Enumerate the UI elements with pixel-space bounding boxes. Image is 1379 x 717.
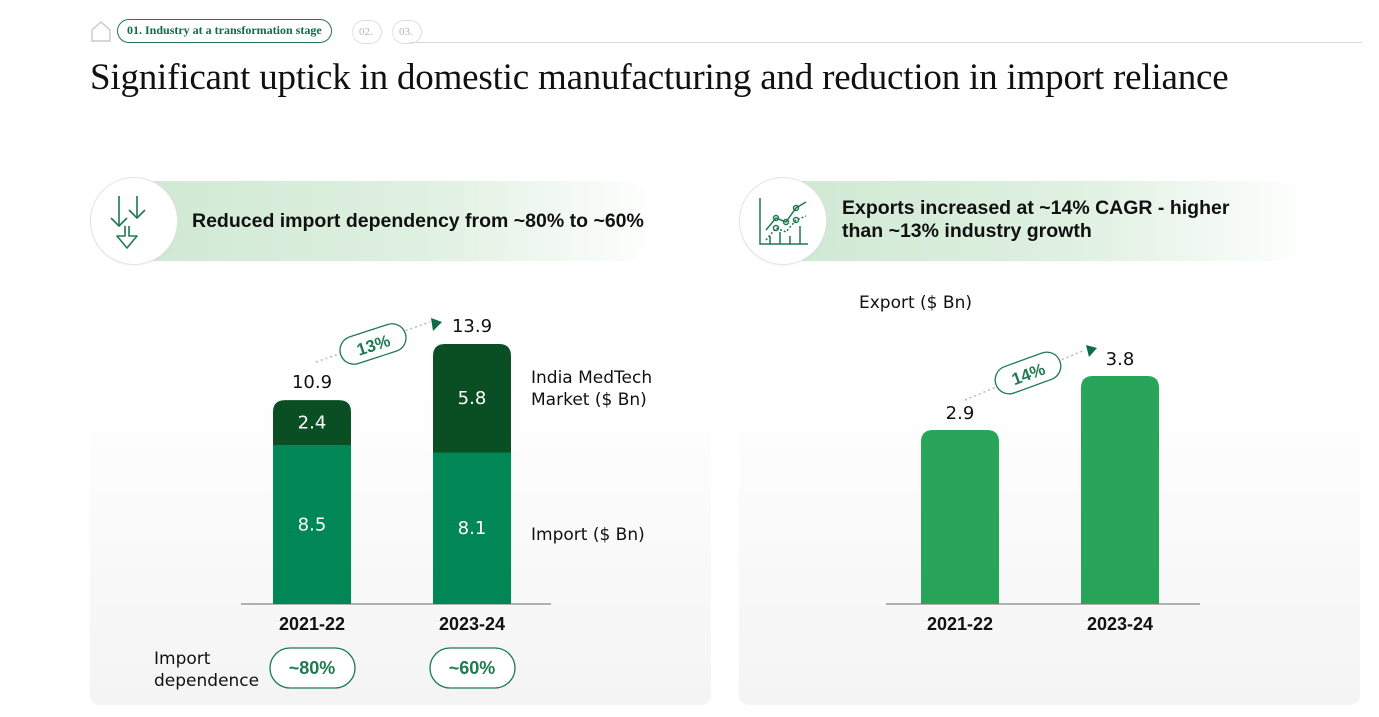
category-2023-24: 2023-24 [439, 614, 505, 634]
value-2023-24-import: 8.1 [458, 518, 487, 539]
import-chart: 8.5 2.4 8.1 5.8 10.9 13.9 2021-22 2023-2… [154, 316, 652, 691]
import-banner [130, 181, 660, 261]
bar-2021-22-domestic [273, 400, 351, 446]
export-cagr-pill: 14% [994, 351, 1062, 395]
breadcrumb-rule [410, 42, 1362, 43]
breadcrumb: 01. Industry at a transformation stage 0… [90, 19, 1362, 45]
export-bar-2021-22 [921, 430, 999, 604]
export-value-2021-22: 2.9 [946, 403, 975, 424]
cagr-pill: 13% [339, 323, 407, 365]
bar-2021-22-import [273, 445, 351, 604]
dependence-2023-24: ~60% [449, 658, 496, 678]
cagr-arrow-icon [431, 318, 442, 331]
import-dependence-label-line1: Import [154, 649, 211, 669]
breadcrumb-step-3[interactable]: 03. [392, 20, 422, 44]
down-arrows-icon [110, 196, 146, 249]
value-2023-24-domestic: 5.8 [458, 388, 487, 409]
bar-2023-24-domestic [433, 344, 511, 453]
home-icon[interactable] [90, 19, 112, 43]
export-category-2021-22: 2021-22 [927, 614, 993, 634]
import-dependence-label-line2: dependence [154, 671, 259, 691]
export-axis-title: Export ($ Bn) [859, 293, 972, 313]
import-badge [90, 177, 178, 265]
legend-market-line2: Market ($ Bn) [531, 390, 647, 410]
category-2021-22: 2021-22 [279, 614, 345, 634]
total-2021-22: 10.9 [292, 372, 332, 393]
bar-2023-24-import [433, 452, 511, 604]
export-value-2023-24: 3.8 [1106, 349, 1135, 370]
export-bar-2023-24 [1081, 376, 1159, 604]
breadcrumb-step-2[interactable]: 02. [352, 20, 382, 44]
export-chart: Export ($ Bn) 2.9 3.8 2021-22 2023-24 14… [859, 293, 1200, 634]
export-banner [780, 181, 1310, 261]
dependence-pill-2023-24 [429, 647, 516, 689]
breadcrumb-step-1[interactable]: 01. Industry at a transformation stage [117, 19, 332, 43]
total-2023-24: 13.9 [452, 316, 492, 337]
export-cagr-arrow-icon [1086, 345, 1097, 357]
value-2021-22-domestic: 2.4 [298, 413, 327, 434]
growth-chart-icon [759, 198, 808, 245]
legend-import: Import ($ Bn) [531, 525, 645, 545]
value-2021-22-import: 8.5 [298, 515, 327, 536]
export-badge [739, 177, 827, 265]
dependence-pill-2021-22 [269, 647, 356, 689]
import-banner-text: Reduced import dependency from ~80% to ~… [192, 210, 644, 232]
legend-market-line1: India MedTech [531, 368, 652, 388]
export-category-2023-24: 2023-24 [1087, 614, 1153, 634]
page-title: Significant uptick in domestic manufactu… [90, 57, 1229, 98]
export-banner-text: Exports increased at ~14% CAGR - higher … [842, 197, 1230, 242]
dependence-2021-22: ~80% [289, 658, 336, 678]
